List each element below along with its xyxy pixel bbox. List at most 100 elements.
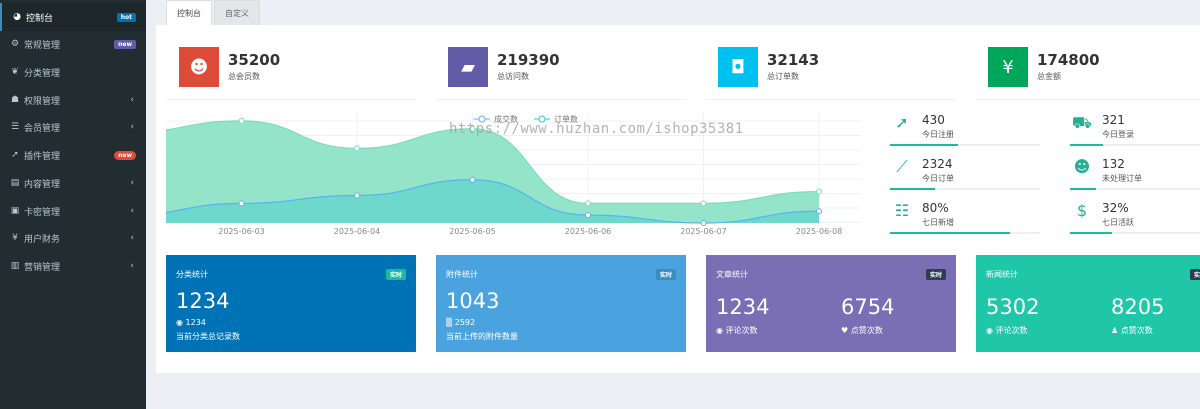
sidebar-item-label: 用户财务 (24, 234, 61, 245)
shopping-bag-icon: ◘ (718, 47, 758, 87)
sidebar-item-label: 营销管理 (24, 262, 61, 273)
card-value: 1234 (716, 295, 770, 319)
card-category-stats: 分类统计 实时 1234 ◉ 1234 当前分类总记录数 (166, 255, 416, 352)
data-point[interactable] (700, 220, 707, 226)
mini-stat-orders: ⟋ 2324 今日订单 (890, 157, 1050, 197)
data-point[interactable] (469, 125, 476, 132)
mini-stat-label: 七日新增 (922, 218, 954, 227)
tab-dashboard[interactable]: 控制台 (166, 0, 212, 25)
sidebar-item-finance[interactable]: ¥ 用户财务 ‹ (0, 224, 146, 252)
card-title: 分类统计 (176, 270, 208, 279)
data-point[interactable] (354, 192, 360, 199)
mini-stat-label: 未处理订单 (1102, 174, 1142, 183)
users-icon: ☻ (179, 47, 219, 87)
stat-members: ☻ 35200 总会员数 (179, 47, 409, 91)
chevron-left-icon: ‹ (130, 178, 134, 188)
heart-icon: ♥ (841, 326, 849, 335)
card-title: 文章统计 (716, 270, 748, 279)
stat-label: 总金额 (1037, 72, 1061, 81)
sidebar-item-label: 控制台 (26, 13, 54, 24)
stat-label: 总访问数 (497, 72, 529, 81)
mini-stat-register: ➚ 430 今日注册 (890, 113, 1050, 153)
data-point[interactable] (585, 200, 591, 207)
sidebar-item-content[interactable]: ▤ 内容管理 ‹ (0, 169, 146, 197)
dashboard-panel: ☻ 35200 总会员数 ▰ 219390 总访问数 ◘ 32143 总订单数 … (156, 25, 1200, 373)
sidebar: ◕ 控制台 hot ⚙ 常规管理 new ❦ 分类管理 ☗ 权限管理 ‹ ☰ 会… (0, 0, 146, 409)
x-tick-label: 2025-06-05 (449, 227, 496, 236)
new-badge: new (114, 39, 136, 49)
data-point[interactable] (238, 117, 245, 124)
progress-bar (890, 232, 1040, 234)
legend-label[interactable]: 订单数 (554, 114, 578, 124)
mini-stat-value: 132 (1102, 157, 1125, 171)
data-point[interactable] (816, 208, 822, 215)
mini-stat-value: 32% (1102, 201, 1129, 215)
card-value: 1043 (446, 289, 500, 313)
dollar-icon: $ (1076, 201, 1088, 220)
stat-label: 总会员数 (228, 72, 260, 81)
chevron-left-icon: ‹ (130, 122, 134, 132)
card-title: 附件统计 (446, 270, 478, 279)
data-point[interactable] (238, 200, 245, 207)
data-point[interactable] (469, 176, 476, 183)
sidebar-item-label: 插件管理 (24, 151, 61, 162)
sidebar-item-label: 会员管理 (24, 123, 61, 134)
card-attachment-stats: 附件统计 实时 1043 ▒ 2592 当前上传的附件数量 (436, 255, 686, 352)
data-point[interactable] (354, 145, 360, 152)
sidebar-item-cards[interactable]: ▣ 卡密管理 ‹ (0, 197, 146, 225)
sidebar-item-general[interactable]: ⚙ 常规管理 new (0, 30, 146, 58)
list-alt-icon: ☷ (894, 201, 910, 220)
data-point[interactable] (700, 200, 707, 207)
data-point[interactable] (816, 188, 822, 195)
stat-value: 32143 (767, 51, 820, 69)
file-icon: ▤ (10, 178, 20, 188)
card-sub-text: 点赞次数 (850, 326, 883, 335)
rocket-icon: ➚ (11, 150, 19, 160)
sidebar-item-category[interactable]: ❦ 分类管理 (0, 58, 146, 86)
progress-bar (1070, 232, 1200, 234)
orders-area-chart: 2025-06-022025-06-032025-06-042025-06-05… (166, 113, 861, 236)
divider (976, 99, 1200, 100)
tab-custom[interactable]: 自定义 (214, 0, 260, 25)
card-sub-value: ◉ 1234 (176, 318, 206, 327)
data-point[interactable] (585, 212, 591, 219)
mini-stat-label: 七日活跃 (1102, 218, 1134, 227)
mini-stat-label: 今日订单 (922, 174, 954, 183)
progress-fill (1070, 144, 1103, 146)
card-value-2: 8205 (1111, 295, 1165, 319)
mini-stat-value: 2324 (922, 157, 953, 171)
card-sub-text: 点赞次数 (1120, 326, 1153, 335)
realtime-badge: 实时 (655, 269, 676, 280)
stat-value: 219390 (497, 51, 560, 69)
sidebar-item-marketing[interactable]: ▥ 营销管理 ‹ (0, 252, 146, 280)
legend-label[interactable]: 成交数 (494, 114, 518, 124)
progress-fill (1070, 188, 1096, 190)
progress-bar (1070, 144, 1200, 146)
dashboard-icon: ◕ (13, 12, 21, 22)
comment-icon: ◉ (986, 326, 993, 335)
yen-icon: ¥ (12, 233, 18, 243)
cogs-icon: ⚙ (10, 39, 20, 49)
progress-fill (890, 188, 935, 190)
card-sub-text: 评论次数 (725, 326, 758, 335)
card-value: 5302 (986, 295, 1040, 319)
sidebar-item-label: 权限管理 (24, 96, 61, 107)
mini-stat-label: 今日注册 (922, 130, 954, 139)
mini-stat-7day-active: $ 32% 七日活跃 (1070, 201, 1200, 241)
yen-icon: ¥ (988, 47, 1028, 87)
hot-badge: hot (116, 12, 136, 22)
stat-value: 174800 (1037, 51, 1100, 69)
sidebar-item-label: 常规管理 (24, 40, 61, 51)
legend-marker (538, 115, 546, 123)
sidebar-item-plugins[interactable]: ➚ 插件管理 new (0, 141, 146, 169)
card-sub-value: ▒ 2592 (446, 318, 475, 327)
sidebar-item-dashboard[interactable]: ◕ 控制台 hot (0, 3, 146, 31)
new-badge: new (114, 150, 136, 160)
sidebar-item-auth[interactable]: ☗ 权限管理 ‹ (0, 86, 146, 114)
rocket-icon: ➚ (895, 113, 909, 132)
mini-stat-7day-new: ☷ 80% 七日新增 (890, 201, 1050, 241)
realtime-badge: 实时 (1189, 269, 1200, 280)
realtime-badge: 实时 (925, 269, 946, 280)
list-icon: ☰ (10, 122, 20, 132)
sidebar-item-members[interactable]: ☰ 会员管理 ‹ (0, 113, 146, 141)
